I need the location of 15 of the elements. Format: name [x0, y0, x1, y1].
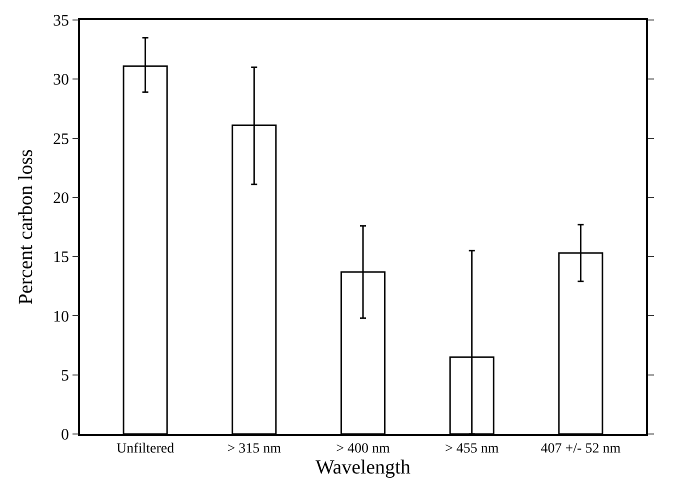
y-tick-label: 5	[61, 367, 70, 384]
y-tick-label: 10	[53, 308, 70, 326]
y-tick-label: 0	[61, 426, 70, 444]
x-axis-title: Wavelength	[315, 456, 411, 479]
y-tick-label: 20	[53, 190, 70, 208]
x-tick-label: 407 +/- 52 nm	[540, 442, 621, 457]
y-tick-label: 30	[53, 72, 70, 89]
x-tick-label: > 455 nm	[444, 442, 499, 457]
y-axis-title: Percent carbon loss	[15, 149, 38, 305]
y-tick-label: 35	[53, 12, 70, 30]
y-tick-label: 25	[53, 130, 70, 148]
x-tick-label: > 400 nm	[336, 442, 390, 457]
y-tick-label: 15	[53, 249, 70, 266]
x-tick-label: Unfiltered	[116, 442, 174, 457]
x-tick-label: > 315 nm	[227, 442, 282, 457]
